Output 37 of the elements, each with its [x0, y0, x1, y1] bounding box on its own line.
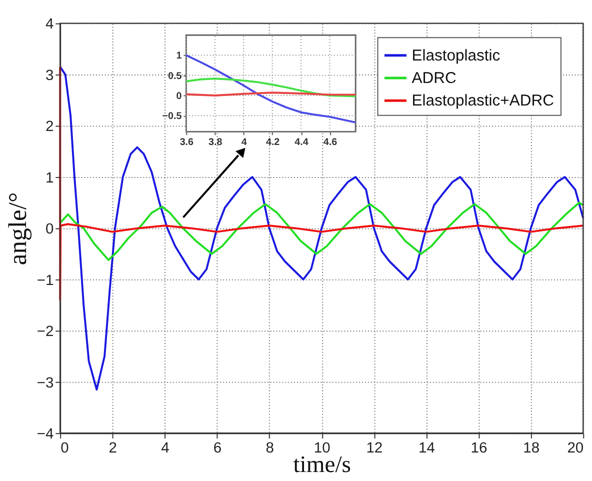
y-tick-label: −3	[36, 375, 54, 392]
line-series	[185, 54, 357, 124]
y-tick-label: 0	[176, 90, 182, 102]
y-tick-label: 0	[45, 222, 54, 238]
x-tick-label: 12	[366, 440, 383, 456]
line-series	[185, 78, 357, 98]
x-tick-label: 0	[60, 440, 69, 456]
x-tick-label: 4.6	[323, 136, 338, 148]
x-tick-label: 8	[266, 440, 274, 456]
x-tick-label: 4.2	[266, 136, 280, 148]
x-tick-label: 6	[213, 440, 222, 456]
legend-label: Elastoplastic+ADRC	[412, 92, 554, 110]
y-tick-label: 0.5	[168, 70, 182, 82]
y-tick-label: −1	[36, 272, 54, 289]
x-tick-label: 3.8	[208, 136, 223, 148]
line-series	[59, 202, 584, 261]
x-tick-label: 3.6	[180, 136, 194, 148]
y-tick-label: 2	[45, 119, 54, 136]
y-tick-label: −0.5	[162, 111, 182, 122]
y-tick-label: 1	[45, 170, 54, 186]
y-tick-label: −4	[36, 426, 54, 443]
legend-label: ADRC	[412, 70, 456, 87]
y-tick-label: −2	[36, 324, 54, 340]
x-tick-label: 16	[470, 440, 488, 456]
x-tick-label: 2	[108, 440, 117, 456]
x-tick-label: 18	[523, 440, 540, 456]
x-tick-label: 14	[418, 440, 435, 456]
y-tick-label: 3	[45, 68, 54, 84]
y-tick-label: 1	[176, 50, 182, 62]
legend-label: Elastoplastic	[412, 47, 500, 64]
x-tick-label: 4.4	[294, 136, 309, 148]
x-tick-label: 20	[567, 440, 584, 456]
y-axis-title: angle/°	[3, 192, 32, 266]
line-series	[59, 66, 584, 301]
x-tick-label: 4	[241, 136, 248, 148]
line-series	[59, 66, 584, 391]
y-tick-label: 4	[45, 16, 54, 33]
